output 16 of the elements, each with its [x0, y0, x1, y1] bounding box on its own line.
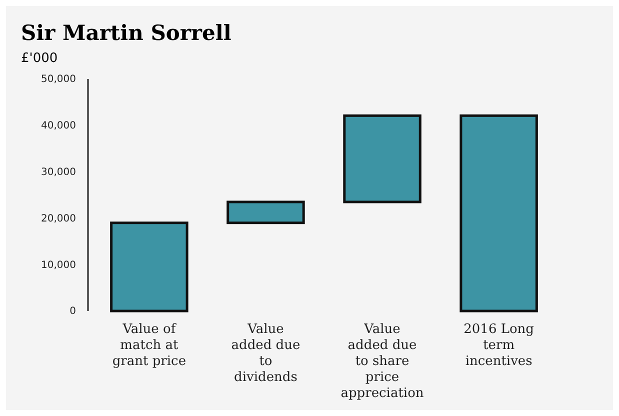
x-tick-label: Value added due to dividends	[231, 322, 300, 385]
y-tick-label: 30,000	[41, 167, 76, 178]
y-tick-label: 50,000	[41, 74, 76, 86]
y-tick-label: 10,000	[41, 260, 76, 271]
chart-title: Sir Martin Sorrell	[21, 20, 232, 45]
y-tick-label: 0	[70, 306, 76, 318]
bar	[460, 114, 538, 312]
bar	[226, 200, 305, 224]
y-axis-title: £'000	[21, 51, 58, 66]
y-tick-label: 40,000	[41, 120, 76, 132]
x-tick-label: Value added due to share price appreciation	[340, 322, 424, 401]
bar	[110, 222, 188, 312]
bar	[343, 114, 422, 204]
x-tick-label: Value of match at grant price	[112, 322, 186, 369]
x-tick-label: 2016 Long term incentives	[464, 322, 534, 369]
y-tick-label: 20,000	[41, 213, 76, 224]
